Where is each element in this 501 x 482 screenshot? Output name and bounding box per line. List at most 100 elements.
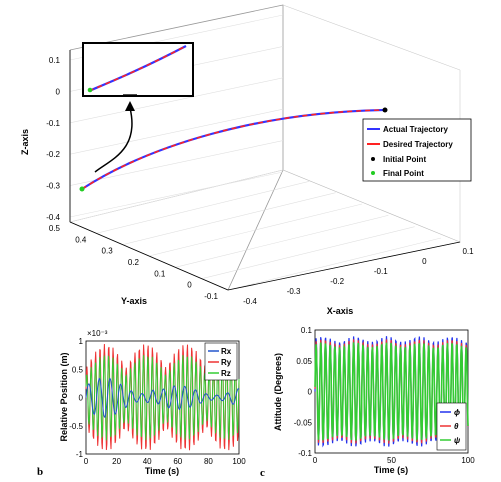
plot-b-scale-label: ×10⁻³ bbox=[87, 329, 108, 338]
z-gridline bbox=[69, 140, 284, 186]
box-right-edge bbox=[282, 4, 461, 71]
plot-b-x-tick: 100 bbox=[232, 457, 246, 466]
legend-actual-label: Actual Trajectory bbox=[383, 125, 448, 134]
legend-theta-label: θ bbox=[454, 422, 459, 431]
plot-b-line-rx bbox=[85, 377, 240, 418]
plot-c-y-tick: 0.1 bbox=[301, 326, 313, 335]
z-gridline bbox=[69, 171, 284, 218]
x-axis-line bbox=[227, 241, 461, 291]
z-tick-label: -0.3 bbox=[46, 182, 60, 191]
y-tick-label: 0 bbox=[187, 281, 192, 290]
legend-phi-label: ϕ bbox=[454, 408, 460, 417]
panel-a: -0.4-0.3-0.2-0.100.1 0.50.40.30.20.10-0.… bbox=[20, 4, 474, 316]
legend-3d-box bbox=[362, 118, 472, 182]
plot-b-x-tick: 40 bbox=[143, 457, 152, 466]
y-gridline bbox=[227, 237, 442, 291]
y-gridline bbox=[175, 215, 389, 268]
inset-desired-line bbox=[88, 45, 187, 92]
desired-trajectory-line bbox=[81, 109, 386, 190]
legend-desired-label: Desired Trajectory bbox=[383, 140, 453, 149]
legend-rz-label: Rz bbox=[221, 369, 231, 378]
legend-rx-label: Rx bbox=[221, 347, 232, 356]
y-tick-label: 0.4 bbox=[75, 235, 87, 244]
x-tick-label: -0.4 bbox=[243, 297, 257, 306]
plot-c-y-label: Attitude (Degrees) bbox=[273, 353, 283, 431]
plot-b-legend: Rx Ry Rz bbox=[204, 342, 238, 381]
grid-3d bbox=[69, 14, 442, 291]
x-axis-label: X-axis bbox=[327, 306, 354, 316]
z-gridline bbox=[69, 77, 284, 124]
y-tick-label: 0.5 bbox=[49, 224, 61, 233]
plot-b-y-label: Relative Position (m) bbox=[59, 352, 69, 441]
initial-point-marker bbox=[382, 107, 388, 113]
plot-c-line-psi bbox=[314, 342, 469, 442]
y-gridline bbox=[69, 169, 284, 223]
plot-c-x-tick: 0 bbox=[313, 456, 318, 465]
plot-b-x-ticks: 0 20 40 60 80 100 bbox=[84, 457, 246, 466]
plot-b-y-tick: -0.5 bbox=[69, 422, 83, 431]
plot-b-y-tick: 0 bbox=[79, 394, 84, 403]
plot-c-series bbox=[314, 336, 469, 448]
plot-b-y-tick: 0.5 bbox=[72, 365, 84, 374]
z-gridline bbox=[69, 108, 284, 155]
panel-c: 0.1 0.05 0 -0.05 -0.1 0 50 100 Attitude (Degre… bbox=[260, 326, 475, 479]
x-tick-label: -0.3 bbox=[287, 287, 301, 296]
y-tick-label: 0.3 bbox=[102, 247, 114, 256]
y-gridline bbox=[122, 192, 336, 245]
y-axis-line bbox=[69, 221, 229, 291]
y-axis-label: Y-axis bbox=[121, 296, 147, 306]
x-tick-label: 0.1 bbox=[462, 247, 474, 256]
plot-c-y-ticks: 0.1 0.05 0 -0.05 -0.1 bbox=[294, 326, 313, 458]
legend-ry-label: Ry bbox=[221, 358, 232, 367]
y-tick-labels: 0.5 0.4 0.3 0.2 0.1 0 -0.1 bbox=[49, 224, 219, 301]
y-tick-label: 0.2 bbox=[128, 258, 140, 267]
y-gridline bbox=[201, 226, 415, 279]
legend-final-swatch bbox=[371, 171, 375, 175]
plot-c-y-tick: 0 bbox=[308, 388, 313, 397]
actual-trajectory-line bbox=[81, 108, 386, 190]
z-tick-labels: -0.4 -0.3 -0.2 -0.1 0 0.1 bbox=[46, 56, 60, 222]
plot-c-x-tick: 100 bbox=[461, 456, 475, 465]
x-tick-labels: -0.4 -0.3 -0.2 -0.1 0 0.1 bbox=[243, 247, 474, 306]
y-gridline bbox=[96, 181, 310, 234]
legend-3d: Actual Trajectory Desired Trajectory Ini… bbox=[362, 118, 472, 182]
plot-c-x-label: Time (s) bbox=[374, 465, 408, 475]
plot-c-y-tick: -0.1 bbox=[298, 449, 312, 458]
x-tick-label: -0.1 bbox=[374, 267, 388, 276]
legend-initial-swatch bbox=[371, 157, 375, 161]
plot-c-legend: ϕ θ ψ bbox=[436, 402, 467, 451]
plot-b-y-ticks: 1 0.5 0 -0.5 -1 bbox=[69, 337, 83, 459]
panel-b: 1 0.5 0 -0.5 -1 0 20 40 60 80 100 ×10⁻³ Relative … bbox=[37, 329, 246, 478]
final-point-marker bbox=[79, 186, 85, 192]
legend-psi-label: ψ bbox=[454, 436, 461, 445]
z-tick-label: 0 bbox=[56, 87, 61, 96]
x-tick-label: -0.2 bbox=[330, 277, 344, 286]
plot-c-y-tick: -0.05 bbox=[294, 418, 313, 427]
plot-b-x-label: Time (s) bbox=[145, 466, 179, 476]
z-axis-label: Z-axis bbox=[20, 129, 30, 155]
plot-c-x-ticks: 0 50 100 bbox=[313, 456, 475, 465]
y-tick-label: 0.1 bbox=[154, 269, 166, 278]
legend-final-label: Final Point bbox=[383, 169, 424, 178]
y-gridline bbox=[148, 203, 363, 257]
z-tick-label: -0.2 bbox=[46, 150, 60, 159]
inset-arrow-head bbox=[125, 101, 135, 111]
plot-b-x-tick: 0 bbox=[84, 457, 89, 466]
plot-c-x-tick: 50 bbox=[387, 456, 396, 465]
z-tick-label: -0.4 bbox=[46, 213, 60, 222]
z-tick-label: 0.1 bbox=[49, 56, 61, 65]
plot-c-y-tick: 0.05 bbox=[296, 357, 312, 366]
plot-b-x-tick: 80 bbox=[204, 457, 213, 466]
plot-b-x-tick: 20 bbox=[112, 457, 121, 466]
y-tick-label: -0.1 bbox=[204, 292, 218, 301]
panel-b-letter: b bbox=[37, 466, 43, 478]
legend-initial-label: Initial Point bbox=[383, 155, 426, 164]
inset-final-point bbox=[87, 87, 93, 93]
plot-b-x-tick: 60 bbox=[173, 457, 182, 466]
inset-arrow bbox=[94, 107, 133, 173]
x-tick-label: 0 bbox=[422, 257, 427, 266]
z-tick-label: -0.1 bbox=[46, 119, 60, 128]
plot-b-y-tick: -1 bbox=[76, 450, 84, 459]
panel-c-letter: c bbox=[260, 467, 265, 479]
